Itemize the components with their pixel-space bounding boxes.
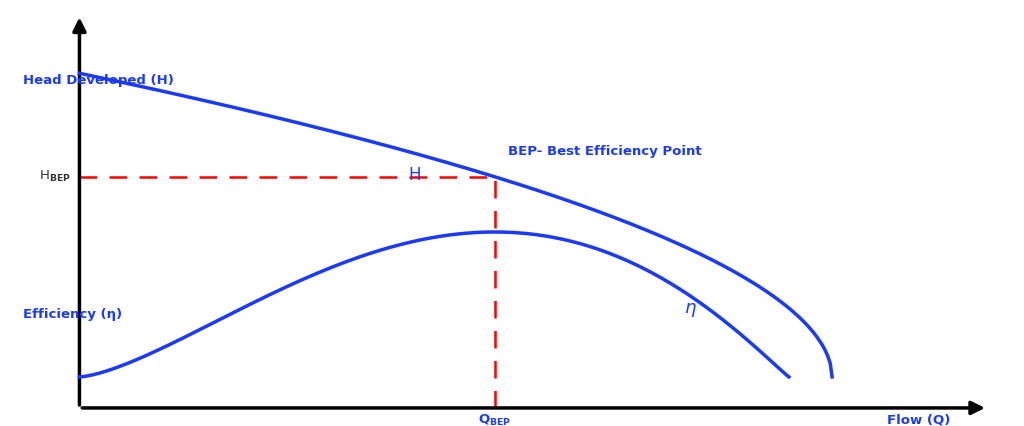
Text: H$_\mathbf{BEP}$: H$_\mathbf{BEP}$ xyxy=(39,169,71,184)
Text: Q$_\mathbf{BEP}$: Q$_\mathbf{BEP}$ xyxy=(478,413,511,426)
Text: Flow (Q): Flow (Q) xyxy=(887,413,950,426)
Text: Efficiency (η): Efficiency (η) xyxy=(24,308,122,321)
Text: H: H xyxy=(409,166,421,184)
Text: BEP- Best Efficiency Point: BEP- Best Efficiency Point xyxy=(508,145,701,158)
Text: Head Developed (H): Head Developed (H) xyxy=(24,74,174,86)
Text: η: η xyxy=(685,299,696,317)
